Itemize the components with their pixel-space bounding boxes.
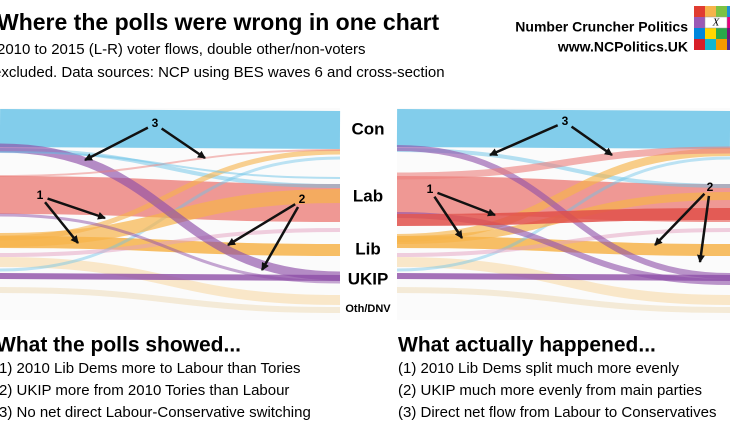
brand-logo: X [694, 6, 730, 50]
callout-number: 3 [562, 114, 569, 128]
flow [396, 257, 730, 305]
callout-arrow [570, 125, 613, 157]
logo-tile [727, 39, 730, 50]
brand-url: www.NCPolitics.UK [557, 39, 688, 55]
flow [0, 287, 341, 313]
callout-arrow [654, 192, 706, 246]
callout-arrow [227, 203, 296, 247]
logo-tile [716, 6, 727, 17]
flow [0, 109, 341, 149]
callout-arrow [696, 195, 711, 263]
logo-tile [727, 17, 730, 28]
logo-tile [694, 17, 705, 28]
callout-arrow [47, 197, 106, 220]
flow [0, 228, 341, 257]
panel-item: (1) 2010 Lib Dems more to Labour than To… [0, 360, 301, 377]
callout-arrows: 1 2 3 1 2 3 [37, 114, 714, 271]
callout-number: 1 [427, 182, 434, 196]
party-label: Lib [355, 239, 381, 258]
flow-diagrams [0, 108, 730, 320]
flow [0, 149, 341, 241]
flow [0, 151, 341, 179]
subtitle: excluded. Data sources: NCP using BES wa… [0, 64, 445, 81]
logo-tile [727, 28, 730, 39]
logo-tile [705, 39, 716, 50]
flow [0, 273, 341, 281]
logo-text: X [712, 17, 721, 29]
panel-heading: What actually happened... [398, 334, 656, 357]
flow [396, 146, 730, 180]
callout-arrow [489, 124, 559, 157]
flow [0, 257, 341, 305]
flow [396, 228, 730, 257]
subtitle: 2010 to 2015 (L-R) voter flows, double o… [0, 41, 366, 58]
callout-arrow [260, 206, 300, 271]
party-label: Lab [353, 186, 383, 205]
logo-tile [694, 39, 705, 50]
logo-tile [705, 6, 716, 17]
party-label: Oth/DNV [345, 303, 391, 315]
party-label: UKIP [348, 269, 389, 288]
brand-name: Number Cruncher Politics [515, 19, 688, 35]
callout-number: 2 [299, 192, 306, 206]
flow [396, 287, 730, 313]
logo-tile [716, 28, 727, 39]
callout-arrow [160, 127, 206, 160]
callout-number: 3 [152, 116, 159, 130]
logo-center [704, 16, 728, 29]
flow [0, 189, 341, 247]
flow [396, 109, 730, 149]
logo-tile [727, 6, 730, 17]
callout-number: 1 [37, 188, 44, 202]
flow [0, 213, 341, 284]
panel-heading: What the polls showed... [0, 334, 241, 357]
panel-item: (2) UKIP more from 2010 Tories than Labo… [0, 382, 289, 399]
panel-item: (3) No net direct Labour-Conservative sw… [0, 404, 311, 421]
panel-item: (3) Direct net flow from Labour to Conse… [398, 404, 716, 421]
party-label: Con [351, 119, 384, 138]
callout-arrow [433, 195, 464, 239]
callout-number: 2 [707, 180, 714, 194]
flow [396, 208, 730, 226]
panel-item: (1) 2010 Lib Dems split much more evenly [398, 360, 679, 377]
callout-arrow [44, 201, 79, 244]
logo-tile [694, 6, 705, 17]
flow [0, 143, 341, 281]
logo-tile [694, 28, 705, 39]
logo-tile [705, 28, 716, 39]
title: Where the polls were wrong in one chart [0, 9, 440, 35]
callout-arrow [437, 191, 496, 217]
logo-tile [716, 39, 727, 50]
panel-item: (2) UKIP much more evenly from main part… [398, 382, 702, 399]
flow [0, 149, 341, 177]
callout-arrow [84, 126, 149, 162]
